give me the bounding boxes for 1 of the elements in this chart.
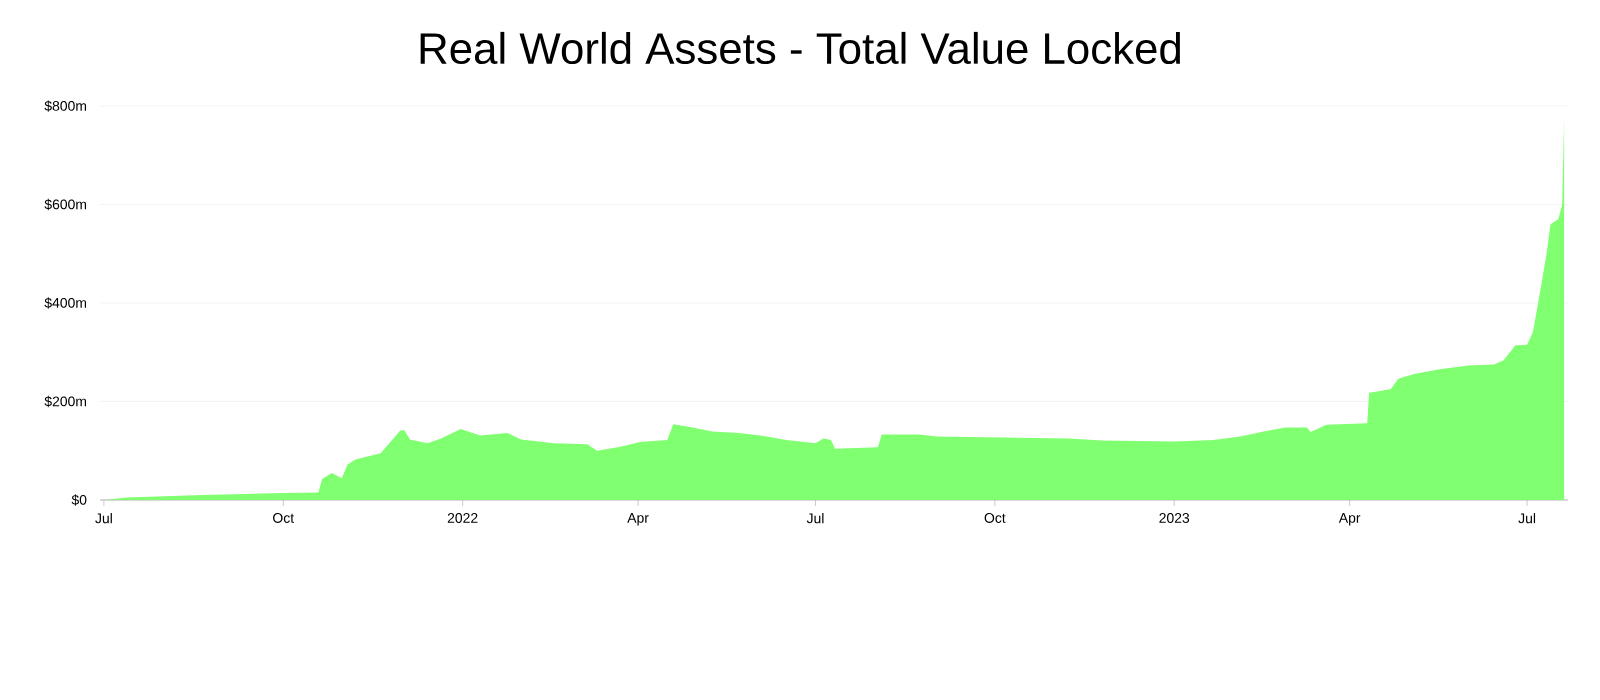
chart-title: Real World Assets - Total Value Locked bbox=[420, 31, 1180, 65]
